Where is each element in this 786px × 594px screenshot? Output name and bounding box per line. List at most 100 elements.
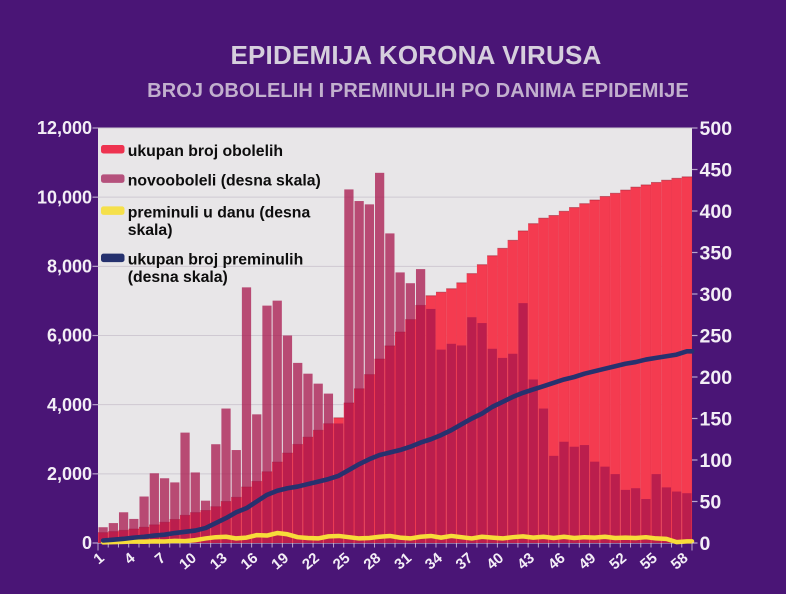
bar-total-cases — [671, 178, 682, 543]
legend: ukupan broj obolelih novooboleli (desna s… — [101, 143, 321, 286]
legend-swatch-red-icon — [101, 145, 125, 154]
bar-new-cases — [221, 408, 231, 543]
bar-new-cases — [149, 473, 159, 543]
legend-label: ukupan broj preminulih — [128, 252, 304, 269]
bar-total-cases — [548, 215, 559, 543]
x-axis-label: 4 — [121, 549, 139, 568]
bar-new-cases — [159, 478, 170, 543]
left-axis-label: 10,000 — [37, 187, 92, 207]
bar-new-cases — [487, 348, 497, 543]
x-axis-label: 7 — [152, 550, 169, 568]
legend-item-navy: ukupan broj preminulih(desna skala) — [101, 252, 304, 286]
bar-new-cases — [170, 482, 180, 543]
x-axis-label: 16 — [238, 550, 262, 574]
bar-new-cases — [672, 491, 682, 543]
bar-new-cases — [405, 283, 415, 543]
x-axis-label: 37 — [453, 550, 477, 574]
bar-new-cases — [651, 474, 661, 543]
bar-new-cases — [610, 474, 620, 543]
bar-new-cases — [631, 488, 641, 543]
bar-new-cases — [139, 496, 149, 543]
bar-new-cases — [436, 349, 446, 543]
bar-new-cases — [354, 201, 364, 544]
bar-total-cases — [661, 180, 672, 543]
series-daily-deaths-line — [100, 530, 695, 545]
x-axis-label: 10 — [176, 550, 200, 574]
x-axis-label: 13 — [207, 550, 231, 574]
legend-swatch-yellow-icon — [101, 206, 125, 215]
right-axis-label: 300 — [700, 284, 733, 306]
bar-new-cases — [446, 343, 456, 543]
x-axis-label: 34 — [422, 549, 446, 573]
x-axis-label: 49 — [576, 550, 600, 574]
bar-new-cases — [262, 305, 272, 543]
legend-label: skala) — [128, 222, 173, 239]
bar-new-cases — [467, 317, 477, 543]
x-axis-label: 25 — [330, 550, 354, 574]
x-axis-labels: 1 4 7 10 13 16 19 22 25 28 31 34 37 40 43 46 49 52 55 58 — [90, 549, 691, 573]
bar-new-cases — [344, 189, 354, 544]
right-axis-label: 350 — [700, 243, 733, 265]
bar-new-cases — [118, 512, 129, 543]
bar-new-cases — [590, 461, 600, 543]
bar-total-cases — [538, 218, 549, 543]
right-axis-label: 200 — [700, 367, 733, 389]
bar-new-cases — [385, 233, 395, 543]
legend-item-red: ukupan broj obolelih — [101, 143, 283, 160]
left-axis-label: 8,000 — [47, 257, 92, 277]
x-axis-label: 19 — [268, 550, 292, 574]
legend-label: preminuli u danu (desna — [128, 204, 311, 221]
bar-new-cases — [303, 373, 313, 543]
legend-label: (desna skala) — [128, 269, 228, 286]
bar-new-cases — [334, 423, 344, 543]
bar-new-cases — [456, 345, 467, 543]
bar-new-cases — [272, 300, 282, 543]
bar-new-cases — [559, 441, 569, 543]
bar-new-cases — [569, 446, 579, 543]
bar-new-cases — [98, 527, 108, 543]
bar-total-cases — [681, 176, 692, 543]
legend-swatch-navy-icon — [101, 253, 125, 263]
left-axis-label: 2,000 — [47, 464, 92, 484]
bar-new-cases — [620, 489, 631, 543]
bar-new-cases — [426, 308, 436, 543]
bar-total-cases — [651, 182, 662, 543]
x-axis-label: 40 — [483, 550, 507, 574]
chart-subtitle: BROJ OBOLELIH I PREMINULIH PO DANIMA EPI… — [147, 80, 689, 102]
bar-new-cases — [108, 523, 118, 543]
left-axis-labels: 0 2,000 4,000 6,000 8,000 10,000 12,000 — [37, 118, 92, 553]
left-axis-label: 4,000 — [47, 395, 92, 415]
bar-new-cases — [528, 379, 538, 543]
bar-new-cases — [323, 393, 334, 543]
legend-label: novooboleli (desna skala) — [128, 172, 321, 189]
x-axis-label: 43 — [514, 550, 538, 574]
bar-new-cases — [231, 450, 241, 543]
x-axis-label: 22 — [299, 550, 323, 574]
bar-new-cases — [241, 287, 252, 543]
left-axis-label: 12,000 — [37, 118, 92, 138]
bar-total-cases — [640, 184, 652, 543]
bar-new-cases — [200, 500, 211, 543]
bar-new-cases — [538, 408, 549, 543]
right-axis-label: 50 — [700, 492, 722, 514]
bar-new-cases — [282, 335, 293, 543]
bar-new-cases — [252, 414, 262, 543]
right-axis-label: 450 — [700, 160, 733, 182]
left-axis-label: 6,000 — [47, 326, 92, 346]
x-axis-label: 52 — [606, 550, 630, 574]
x-axis-label: 46 — [545, 550, 569, 574]
bar-total-cases — [620, 190, 631, 543]
bar-new-cases — [375, 172, 385, 543]
axis-ticks — [92, 127, 698, 551]
bar-new-cases — [129, 518, 139, 543]
x-axis-label: 31 — [391, 550, 415, 574]
bar-new-cases — [641, 499, 651, 543]
bar-new-cases — [293, 362, 303, 543]
bar-new-cases — [579, 445, 590, 543]
right-axis-label: 150 — [700, 409, 733, 431]
series-new-cases-bars — [98, 172, 692, 544]
left-axis-label: 0 — [82, 533, 92, 553]
